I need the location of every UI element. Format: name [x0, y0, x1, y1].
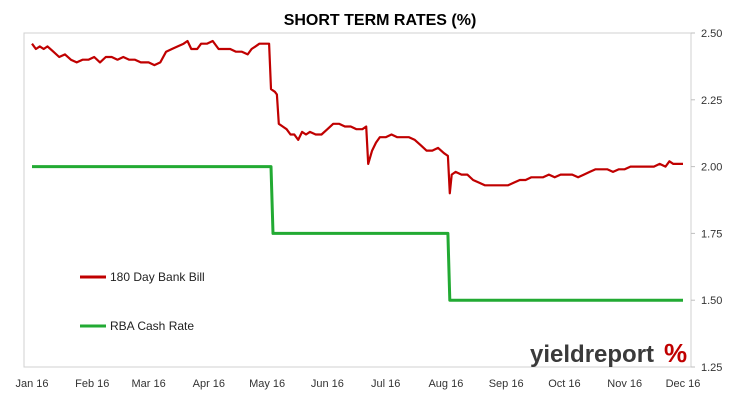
x-tick-label: Oct 16 [548, 378, 580, 390]
x-tick-label: Sep 16 [489, 378, 524, 390]
x-tick-label: Jul 16 [371, 378, 400, 390]
series-line-bank-bill [31, 39, 683, 195]
x-tick-label: Mar 16 [131, 378, 165, 390]
y-tick-label: 1.75 [701, 228, 722, 240]
y-tick-label: 1.25 [701, 362, 722, 374]
x-tick-label: May 16 [249, 378, 285, 390]
x-tick-label: Aug 16 [428, 378, 463, 390]
x-axis: Jan 16 Feb 16 Mar 16 Apr 16 May 16 Jun 16 Jul … [15, 378, 700, 390]
y-tick-label: 2.50 [701, 28, 722, 40]
chart-title: SHORT TERM RATES (%) [284, 12, 477, 29]
yieldreport-logo: yieldreport % [530, 338, 687, 368]
logo-text: yieldreport [530, 341, 654, 368]
legend-label: RBA Cash Rate [110, 319, 194, 333]
x-tick-label: Jan 16 [15, 378, 48, 390]
plot-area [23, 32, 692, 368]
y-tick-label: 2.00 [701, 162, 722, 174]
x-tick-label: Feb 16 [75, 378, 109, 390]
x-tick-label: Dec 16 [666, 378, 701, 390]
logo-percent-icon: % [664, 338, 687, 368]
y-axis: 2.50 2.25 2.00 1.75 1.50 1.25 [691, 28, 722, 374]
legend-label: 180 Day Bank Bill [110, 270, 205, 284]
y-tick-label: 2.25 [701, 95, 722, 107]
x-tick-label: Nov 16 [607, 378, 642, 390]
series-layer [31, 39, 683, 302]
y-tick-label: 1.50 [701, 295, 722, 307]
legend: 180 Day Bank Bill RBA Cash Rate [80, 270, 205, 333]
x-tick-label: Jun 16 [311, 378, 344, 390]
series-line-cash-rate [32, 165, 683, 302]
x-tick-label: Apr 16 [193, 378, 225, 390]
